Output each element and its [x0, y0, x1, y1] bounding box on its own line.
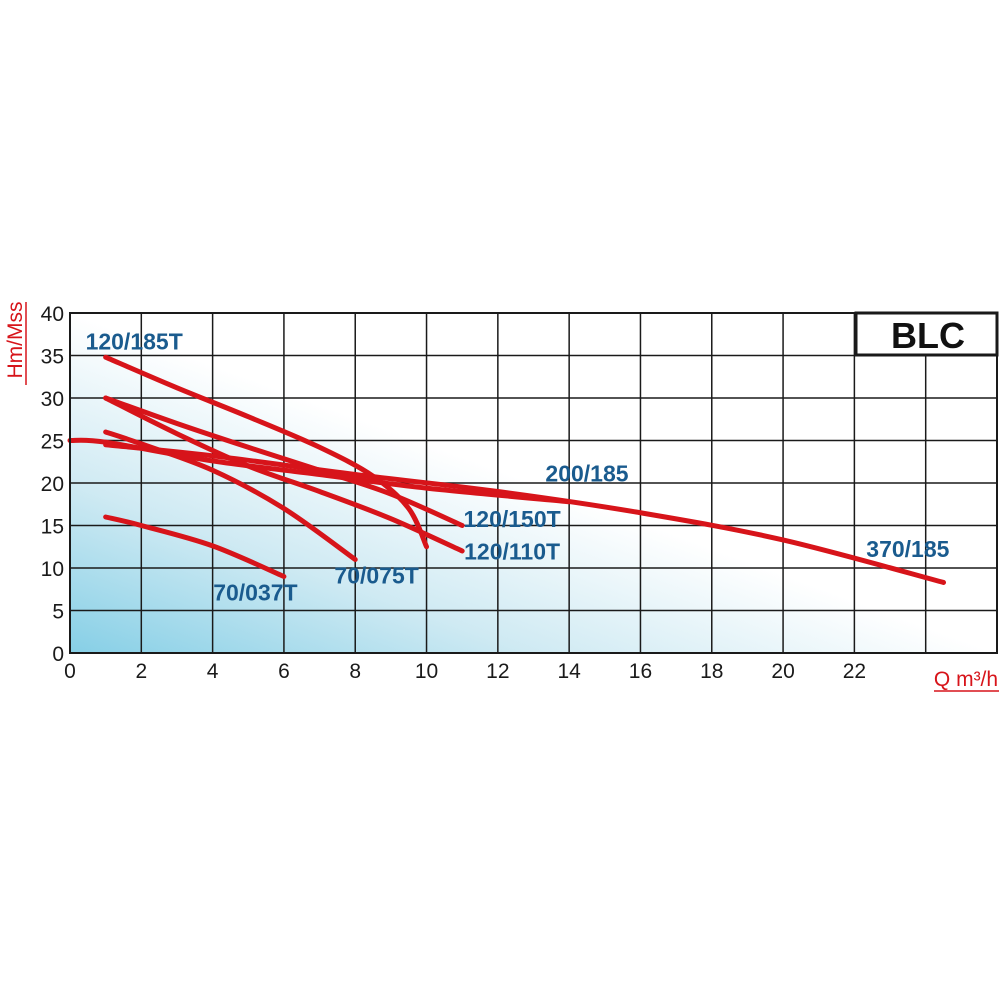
curve-120-150t: [103, 395, 465, 528]
x-tick-label: 10: [415, 660, 438, 683]
y-tick-label: 25: [41, 431, 64, 454]
x-tick-label: 0: [64, 660, 76, 683]
curve-200-185: [67, 437, 572, 505]
y-tick-label: 0: [52, 643, 64, 666]
badge-label: BLC: [891, 315, 965, 356]
curve-370-185: [103, 442, 947, 585]
plot-frame: [69, 312, 998, 654]
y-tick-label: 30: [41, 388, 64, 411]
x-tick-label: 14: [557, 660, 581, 683]
x-axis-title: Q m³/h: [934, 668, 998, 691]
y-tick-label: 20: [41, 473, 64, 496]
y-tick-label: 35: [41, 346, 64, 369]
curve-label-120-185t: 120/185T: [86, 329, 183, 355]
y-tick-label: 5: [52, 601, 64, 624]
x-tick-label: 22: [843, 660, 866, 683]
y-axis-title: Hm/Mss: [4, 302, 27, 379]
tick-labels: 0 2 4 6 8 10 12 14 16 18 20 22 0 5 10 15 20 25 30 35 40: [41, 303, 866, 683]
curve-label-370-185: 370/185: [866, 536, 949, 562]
x-tick-label: 2: [135, 660, 147, 683]
x-tick-label: 4: [207, 660, 219, 683]
curve-label-120-110t: 120/110T: [464, 539, 560, 565]
x-tick-label: 16: [629, 660, 652, 683]
curve-label-70-075t: 70/075T: [334, 562, 418, 588]
curve-120-110t: [103, 395, 465, 554]
x-tick-label: 18: [700, 660, 723, 683]
badge-box: [854, 311, 999, 357]
curve-70-075t: [103, 429, 358, 562]
curve-labels: 120/185T 120/150T 120/110T 70/075T 70/037T 20…: [86, 329, 950, 606]
badge: BLC: [854, 311, 999, 357]
x-tick-label: 12: [486, 660, 509, 683]
x-tick-label: 6: [278, 660, 290, 683]
curve-label-70-037t: 70/037T: [213, 579, 297, 605]
x-tick-label: 8: [349, 660, 361, 683]
curve-label-120-150t: 120/150T: [464, 506, 561, 532]
y-tick-label: 15: [41, 516, 64, 539]
y-tick-label: 40: [41, 303, 64, 326]
curves: [67, 354, 947, 585]
curve-70-037t: [103, 514, 287, 579]
y-tick-label: 10: [41, 558, 64, 581]
x-tick-label: 20: [771, 660, 794, 683]
curve-120-185t: [103, 354, 430, 550]
curve-label-200-185: 200/185: [545, 460, 628, 486]
